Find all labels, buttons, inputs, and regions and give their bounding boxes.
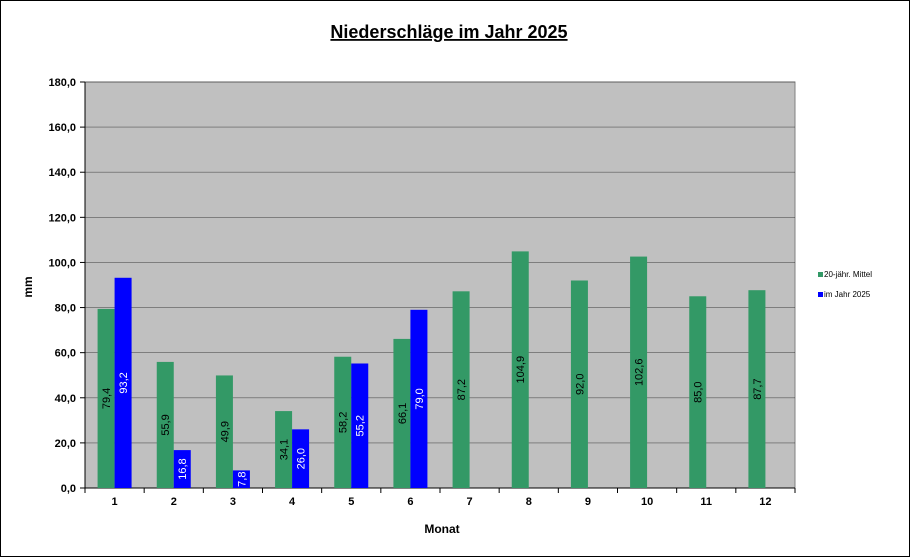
data-label: 87,7 (752, 378, 764, 399)
y-tick-label: 40,0 (55, 393, 76, 405)
y-tick-label: 0,0 (61, 483, 76, 495)
x-tick-label: 7 (467, 496, 473, 508)
bar (452, 291, 470, 488)
y-tick-label: 140,0 (48, 167, 76, 179)
x-tick-label: 12 (759, 496, 771, 508)
legend: 20-jähr. Mittel im Jahr 2025 (818, 270, 872, 299)
x-tick-label: 8 (526, 496, 532, 508)
bar (215, 375, 233, 488)
x-tick-label: 5 (348, 496, 354, 508)
x-tick-label: 9 (585, 496, 591, 508)
x-tick-label: 11 (700, 496, 712, 508)
bar (114, 277, 132, 488)
y-tick-label: 180,0 (48, 77, 76, 89)
plot-area (84, 81, 796, 489)
data-label: 66,1 (397, 403, 409, 424)
bar (570, 280, 588, 488)
x-tick-label: 4 (289, 496, 296, 508)
chart-title: Niederschläge im Jahr 2025 (330, 22, 567, 42)
bar (748, 290, 766, 488)
legend-swatch (818, 292, 823, 297)
data-label: 26,0 (296, 448, 308, 469)
data-label: 49,9 (219, 421, 231, 442)
x-tick-label: 10 (641, 496, 653, 508)
data-label: 34,1 (279, 439, 291, 460)
data-label: 87,2 (456, 379, 468, 400)
y-axis-label: mm (21, 276, 35, 297)
y-tick-label: 160,0 (48, 122, 76, 134)
bar (393, 338, 411, 488)
y-tick-label: 120,0 (48, 212, 76, 224)
legend-label: im Jahr 2025 (824, 290, 871, 299)
bar (511, 251, 529, 488)
bar (97, 308, 115, 488)
y-tick-label: 20,0 (55, 438, 76, 450)
data-label: 79,4 (101, 388, 113, 409)
bar (351, 363, 369, 488)
data-label: 92,0 (574, 374, 586, 395)
legend-label: 20-jähr. Mittel (824, 270, 872, 279)
legend-swatch (818, 272, 823, 277)
bar (275, 411, 293, 488)
data-label: 16,8 (177, 458, 189, 479)
data-label: 58,2 (338, 412, 350, 433)
data-label: 7,8 (236, 472, 248, 487)
y-tick-label: 60,0 (55, 348, 76, 360)
x-axis-label: Monat (424, 522, 459, 536)
y-tick-label: 100,0 (48, 257, 76, 269)
data-label: 93,2 (118, 372, 130, 393)
data-label: 102,6 (634, 359, 646, 387)
bar (334, 356, 352, 488)
x-tick-label: 6 (407, 496, 413, 508)
data-label: 85,0 (693, 381, 705, 402)
bar (410, 309, 428, 488)
bar (630, 256, 648, 488)
x-tick-label: 2 (171, 496, 177, 508)
bar (232, 470, 250, 488)
data-label: 55,9 (160, 414, 172, 435)
bar (292, 429, 310, 488)
bar (689, 296, 707, 488)
data-label: 55,2 (355, 415, 367, 436)
bar (156, 361, 174, 488)
x-tick-label: 1 (112, 496, 118, 508)
data-label: 104,9 (515, 356, 527, 384)
bar (173, 450, 191, 488)
data-label: 79,0 (414, 388, 426, 409)
y-tick-label: 80,0 (55, 303, 76, 315)
x-tick-label: 3 (230, 496, 236, 508)
